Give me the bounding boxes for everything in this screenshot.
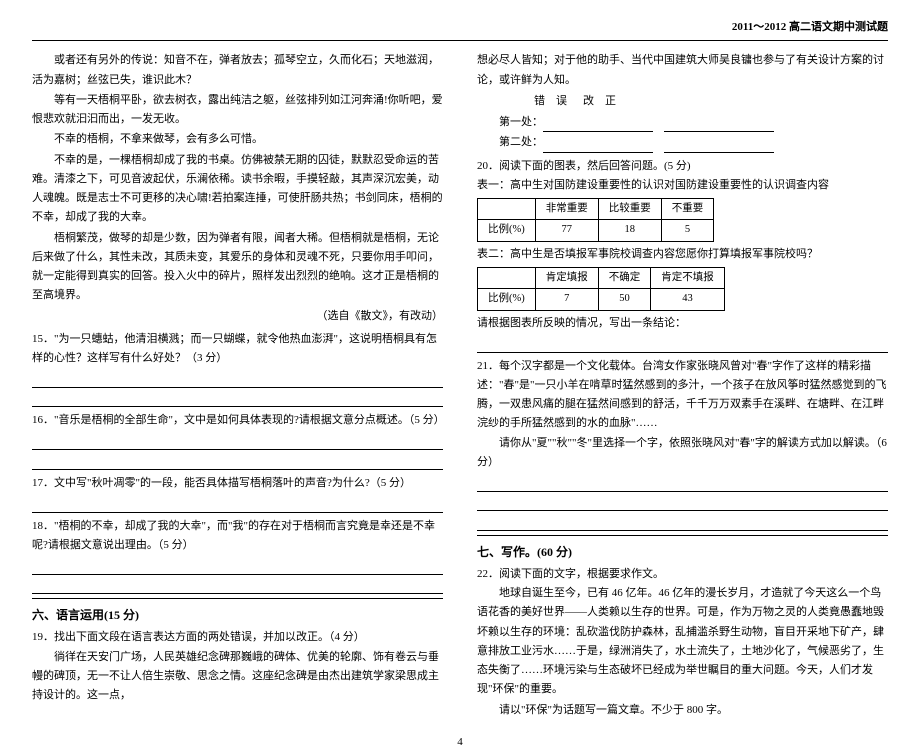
question-22-prompt: 请以"环保"为话题写一篇文章。不少于 800 字。 [477,701,888,720]
question-15: 15．"为一只蟪蛄，他清泪横溅；而一只蝴蝶，就令他热血澎湃"，这说明梧桐具有怎样… [32,330,443,369]
passage-para: 等有一天梧桐平卧，欲去树衣，露出纯洁之躯，丝弦排列如江河奔涌!你听吧，爱恨悲欢就… [32,91,443,130]
correction-header: 错 误 改 正 [532,90,632,113]
blank-underline [664,140,774,152]
answer-blank [32,495,443,513]
table-cell: 不重要 [661,199,714,220]
question-18: 18．"梧桐的不幸，却成了我的大幸"，而"我"的存在对于梧桐而言究竟是幸还是不幸… [32,517,443,556]
table-cell: 不确定 [598,268,651,289]
two-column-layout: 或者还有另外的传说：知音不在，弹者放去；孤琴空立，久而化石；天地滋润，活为嘉树；… [32,51,888,721]
table-cell: 50 [598,289,651,310]
page-header: 2011～2012 高二语文期中测试题 [32,18,888,37]
table-cell: 肯定不填报 [651,268,725,289]
question-19: 19．找出下面文段在语言表达方面的两处错误，并加以改正。（4 分） [32,628,443,647]
blank-underline [543,140,653,152]
passage-source: （选自《散文》，有改动） [32,307,443,326]
passage-para: 不幸的是，一棵梧桐却成了我的书桌。仿佛被禁无期的囚徒，默默忍受命运的苦难。清漆之… [32,151,443,228]
section-rule [477,535,888,536]
table-cell: 比例(%) [478,220,536,241]
left-column: 或者还有另外的传说：知音不在，弹者放去；孤琴空立，久而化石；天地滋润，活为嘉树；… [32,51,443,721]
table-row: 比例(%) 77 18 5 [478,220,714,241]
table-cell: 7 [535,289,598,310]
table-cell: 18 [598,220,661,241]
correction-col-fix: 改 正 [583,92,630,111]
passage-para: 不幸的梧桐，不拿来做琴，会有多么可惜。 [32,130,443,149]
table-cell: 比较重要 [598,199,661,220]
table-row: 肯定填报 不确定 肯定不填报 [478,268,725,289]
blank-underline [543,120,653,132]
page-number: 4 [32,733,888,752]
section-6-title: 六、语言运用(15 分) [32,605,443,626]
table-cell: 5 [661,220,714,241]
table-row: 比例(%) 7 50 43 [478,289,725,310]
table-1-caption: 表一：高中生对国防建设重要性的认识对国防建设重要性的认识调查内容 [477,176,888,195]
header-rule [32,40,888,41]
table-cell: 非常重要 [535,199,598,220]
blank-underline [664,120,774,132]
answer-blank [477,474,888,492]
answer-blank [32,370,443,388]
table-cell: 43 [651,289,725,310]
answer-blank [32,452,443,470]
answer-blank [32,390,443,408]
table-cell: 77 [535,220,598,241]
table-row: 非常重要 比较重要 不重要 [478,199,714,220]
question-21-prompt: 请你从"夏""秋""冬"里选择一个字，依照张晓风对"春"字的解读方式加以解读。（… [477,434,888,473]
correction-row-2: 第二处： [477,133,888,152]
question-17: 17．文中写"秋叶凋零"的一段，能否具体描写梧桐落叶的声音?为什么?（5 分） [32,474,443,493]
passage-para: 或者还有另外的传说：知音不在，弹者放去；孤琴空立，久而化石；天地滋润，活为嘉树；… [32,51,443,90]
passage-continuation: 想必尽人皆知；对于他的助手、当代中国建筑大师吴良镛也参与了有关设计方案的讨论，或… [477,51,888,90]
correction-label: 第二处： [499,136,543,148]
table-cell: 肯定填报 [535,268,598,289]
passage-para: 梧桐繁茂，做琴的却是少数，因为弹者有限，闻者大稀。但梧桐就是梧桐，无论后来做了什… [32,229,443,306]
question-19-text: 徜徉在天安门广场，人民英雄纪念碑那巍峨的碑体、优美的轮廓、饰有卷云与垂幔的碑顶，… [32,648,443,706]
correction-label: 第一处： [499,116,543,128]
table-cell: 比例(%) [478,289,536,310]
section-rule [32,598,443,599]
correction-row-1: 第一处： [477,113,888,132]
answer-blank [477,335,888,353]
question-16: 16．"音乐是梧桐的全部生命"，文中是如何具体表现的?请根据文意分点概述。（5 … [32,411,443,430]
question-21: 21．每个汉字都是一个文化载体。台湾女作家张晓风曾对"春"字作了这样的精彩描述：… [477,357,888,434]
question-20: 20．阅读下面的图表，然后回答问题。(5 分) [477,157,888,176]
answer-blank [32,557,443,575]
table-1: 非常重要 比较重要 不重要 比例(%) 77 18 5 [477,198,714,242]
question-22: 22．阅读下面的文字，根据要求作文。 [477,565,888,584]
correction-col-error: 错 误 [534,92,581,111]
answer-blank [477,513,888,531]
table-2: 肯定填报 不确定 肯定不填报 比例(%) 7 50 43 [477,267,725,311]
answer-blank [32,577,443,595]
table-2-caption: 表二：高中生是否填报军事院校调查内容您愿你打算填报军事院校吗？ [477,245,888,264]
question-22-passage: 地球自诞生至今，已有 46 亿年。46 亿年的漫长岁月，才造就了今天这么一个鸟语… [477,584,888,700]
answer-blank [32,433,443,451]
question-20-prompt: 请根据图表所反映的情况，写出一条结论： [477,314,888,333]
section-7-title: 七、写作。(60 分) [477,542,888,563]
right-column: 想必尽人皆知；对于他的助手、当代中国建筑大师吴良镛也参与了有关设计方案的讨论，或… [477,51,888,721]
answer-blank [477,494,888,512]
